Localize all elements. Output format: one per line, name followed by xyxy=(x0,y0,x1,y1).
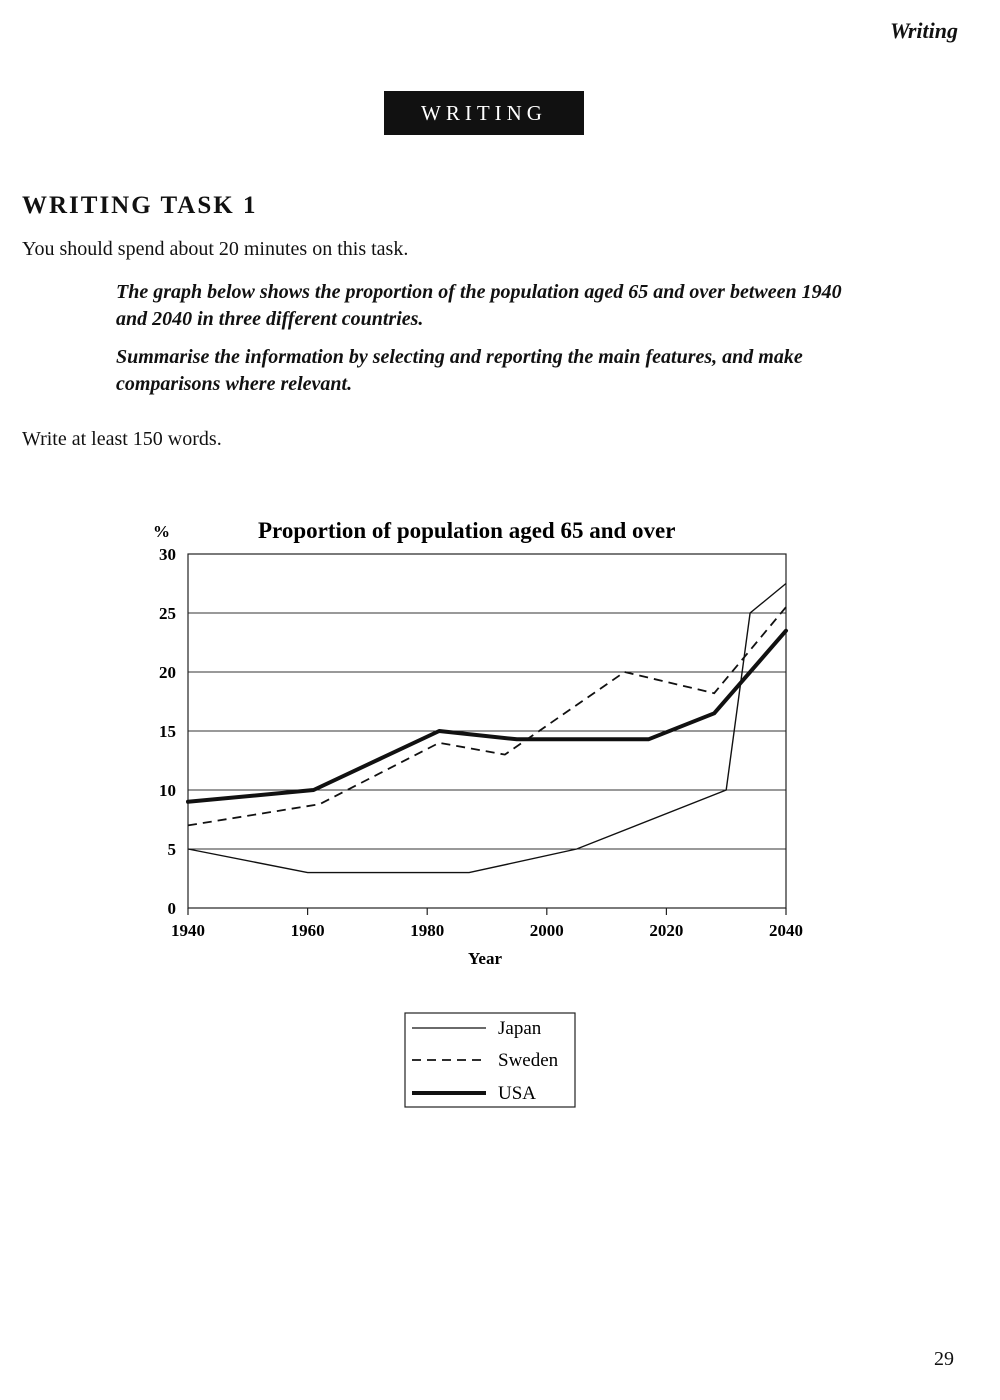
time-note: You should spend about 20 minutes on thi… xyxy=(22,238,409,260)
x-tick-label-2020: 2020 xyxy=(649,921,683,940)
y-tick-label-5: 5 xyxy=(168,840,177,859)
x-tick-label-2040: 2040 xyxy=(769,921,803,940)
gridlines xyxy=(188,612,786,850)
y-axis-label: % xyxy=(153,522,170,541)
y-tick-label-20: 20 xyxy=(159,663,176,682)
legend: Japan Sweden USA xyxy=(404,1012,576,1108)
y-tick-label-15: 15 xyxy=(159,722,176,741)
task-title: WRITING TASK 1 xyxy=(22,192,258,219)
plot-frame xyxy=(187,553,787,909)
y-axis: 0 5 10 15 20 25 30 xyxy=(159,545,176,918)
y-tick-label-30: 30 xyxy=(159,545,176,564)
legend-label-usa: USA xyxy=(498,1083,536,1104)
series-line-sweden xyxy=(187,606,787,827)
y-tick-label-25: 25 xyxy=(159,604,176,623)
x-tick-label-1980: 1980 xyxy=(410,921,444,940)
x-axis: 1940 1960 1980 2000 2020 2040 xyxy=(171,908,803,940)
series-group xyxy=(186,582,788,874)
legend-label-sweden: Sweden xyxy=(498,1050,559,1071)
running-head: Writing xyxy=(889,18,958,43)
x-tick-label-1940: 1940 xyxy=(171,921,205,940)
section-banner: WRITING xyxy=(384,91,584,135)
line-chart: % Proportion of population aged 65 and o… xyxy=(153,518,803,1108)
prompt-instruction: Summarise the information by selecting a… xyxy=(116,346,803,395)
series-line-usa xyxy=(186,628,788,804)
page-number: 29 xyxy=(934,1348,954,1370)
task-prompt: The graph below shows the proportion of … xyxy=(116,279,876,409)
prompt-description: The graph below shows the proportion of … xyxy=(116,281,842,330)
x-tick-label-2000: 2000 xyxy=(530,921,564,940)
chart-title: Proportion of population aged 65 and ove… xyxy=(258,518,675,543)
x-tick-label-1960: 1960 xyxy=(291,921,325,940)
word-count-note: Write at least 150 words. xyxy=(22,428,222,450)
legend-label-japan: Japan xyxy=(498,1018,542,1039)
y-tick-label-0: 0 xyxy=(168,899,177,918)
series-line-japan xyxy=(187,582,787,874)
y-tick-label-10: 10 xyxy=(159,781,176,800)
x-axis-label: Year xyxy=(468,949,502,968)
